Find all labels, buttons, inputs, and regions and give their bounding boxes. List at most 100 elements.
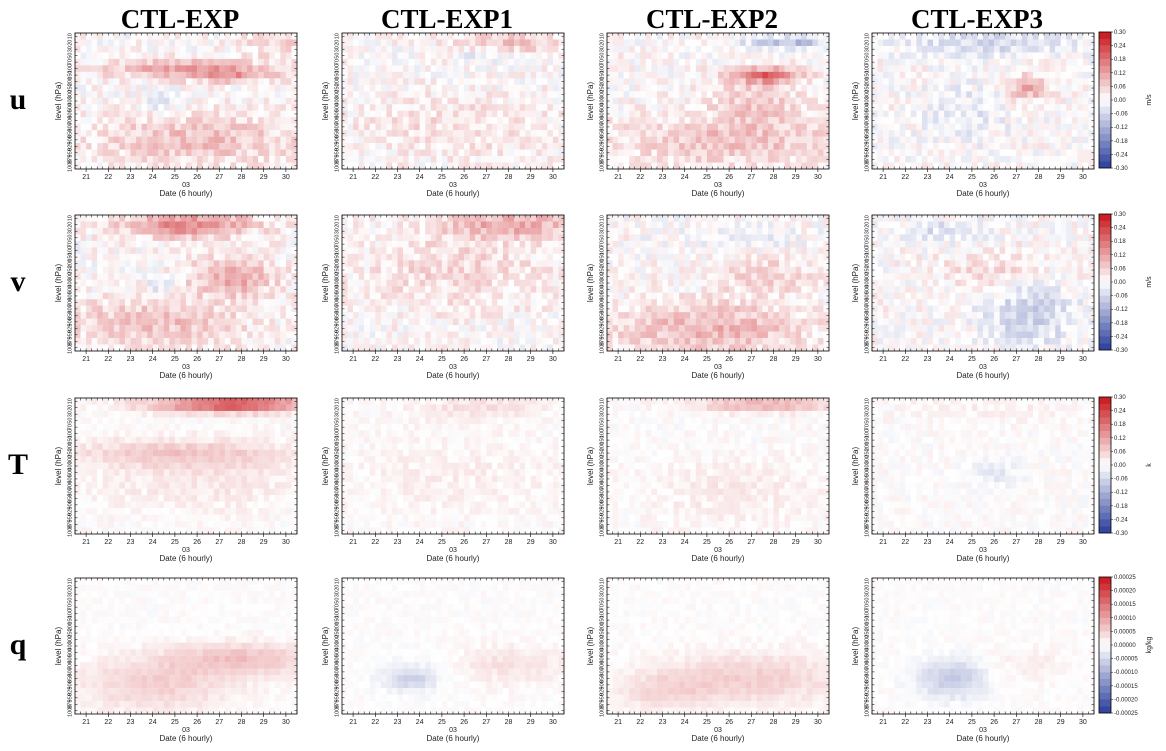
heatmap-cell (480, 58, 487, 66)
heatmap-cell (618, 136, 624, 144)
heatmap-cell (718, 78, 724, 85)
heatmap-cell (729, 149, 735, 157)
heatmap-cell (801, 97, 807, 105)
heatmap-cell (1077, 136, 1084, 144)
heatmap-cell (291, 240, 298, 248)
heatmap-cell (817, 71, 824, 79)
heatmap-cell (656, 149, 663, 157)
heatmap-cell (651, 91, 658, 98)
heatmap-cell (136, 247, 142, 255)
heatmap-cell (408, 91, 415, 98)
heatmap-cell (723, 97, 730, 105)
heatmap-cell (119, 325, 126, 332)
heatmap-cell (191, 344, 198, 352)
heatmap-cell (536, 91, 542, 98)
heatmap-cell (403, 52, 409, 60)
heatmap-cell (130, 215, 137, 222)
heatmap-cell (97, 331, 103, 339)
heatmap-cell (656, 162, 663, 170)
heatmap-cell (971, 97, 978, 105)
heatmap-cell (817, 39, 824, 47)
heatmap-cell (888, 33, 895, 40)
heatmap-cell (656, 91, 663, 98)
heatmap-cell (202, 325, 209, 332)
heatmap-cell (174, 130, 181, 137)
heatmap-cell (927, 33, 934, 40)
heatmap-cell (966, 65, 973, 73)
heatmap-cell (241, 292, 248, 300)
heatmap-cell (285, 110, 292, 118)
heatmap-cell (812, 58, 819, 66)
heatmap-cell (191, 149, 198, 157)
heatmap-cell (541, 58, 548, 66)
heatmap-cell (358, 149, 365, 157)
heatmap-cell (174, 286, 181, 293)
heatmap-cell (1055, 65, 1061, 73)
heatmap-cell (213, 91, 220, 98)
heatmap-cell (252, 253, 259, 261)
heatmap-cell (119, 110, 126, 118)
heatmap-cell (436, 162, 443, 170)
y-tick-label: 300 (599, 90, 605, 99)
heatmap-cell (541, 117, 548, 124)
heatmap-cell (97, 149, 103, 157)
heatmap-cell (905, 156, 911, 163)
heatmap-cell (258, 71, 264, 79)
heatmap-cell (208, 221, 214, 229)
heatmap-cell (801, 162, 807, 170)
heatmap-cell (530, 91, 537, 98)
heatmap-cell (877, 136, 884, 144)
heatmap-cell (480, 156, 487, 163)
heatmap-cell (679, 110, 685, 118)
heatmap-cell (102, 104, 109, 111)
heatmap-cell (235, 279, 242, 287)
heatmap-cell (430, 104, 437, 111)
heatmap-cell (634, 84, 641, 92)
heatmap-cell (894, 123, 900, 131)
heatmap-cell (397, 71, 404, 79)
heatmap-cell (252, 227, 259, 235)
heatmap-cell (180, 221, 187, 229)
heatmap-cell (971, 110, 978, 118)
heatmap-cell (91, 123, 98, 131)
heatmap-cell (280, 71, 287, 79)
heatmap-cell (91, 58, 98, 66)
heatmap-cell (403, 39, 409, 47)
heatmap-cell (955, 130, 961, 137)
heatmap-cell (607, 162, 613, 170)
heatmap-cell (656, 143, 663, 150)
heatmap-cell (812, 84, 819, 92)
heatmap-cell (464, 39, 470, 47)
heatmap-cell (1021, 136, 1028, 144)
heatmap-cell (158, 110, 164, 118)
heatmap-cell (386, 78, 393, 85)
heatmap-cell (163, 162, 170, 170)
heatmap-cell (690, 130, 696, 137)
heatmap-cell (988, 84, 995, 92)
heatmap-cell (86, 273, 92, 280)
heatmap-cell (469, 123, 476, 131)
heatmap-cell (905, 52, 911, 60)
heatmap-cell (136, 305, 142, 313)
heatmap-cell (651, 130, 658, 137)
heatmap-cell (358, 58, 365, 66)
heatmap-cell (391, 136, 398, 144)
heatmap-cell (235, 331, 242, 339)
heatmap-cell (258, 45, 264, 53)
heatmap-cell (955, 91, 961, 98)
heatmap-cell (141, 266, 148, 274)
heatmap-cell (108, 91, 114, 98)
heatmap-cell (158, 318, 164, 326)
heatmap-cell (102, 130, 109, 137)
heatmap-cell (285, 91, 292, 98)
heatmap-cell (475, 65, 481, 73)
heatmap-cell (219, 305, 225, 313)
heatmap-cell (612, 162, 619, 170)
heatmap-cell (767, 52, 774, 60)
heatmap-cell (86, 221, 92, 229)
heatmap-cell (191, 273, 198, 280)
heatmap-cell (119, 58, 126, 66)
heatmap-cell (447, 91, 454, 98)
heatmap-cell (91, 84, 98, 92)
heatmap-cell (519, 39, 526, 47)
